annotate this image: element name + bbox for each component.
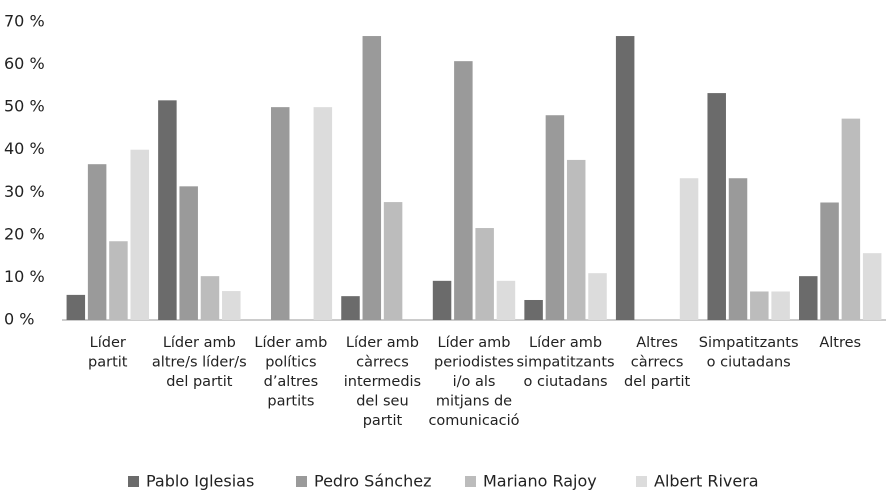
x-tick-label: Líder amb periodistes i/o als mitjans de com… (428, 335, 519, 429)
bar (820, 202, 839, 320)
bar (158, 100, 177, 321)
y-tick-label: 50 % (4, 97, 45, 116)
bar (383, 202, 403, 320)
y-tick-label: 10 % (4, 267, 45, 286)
bar (679, 178, 699, 320)
bar (130, 149, 149, 320)
y-tick-label: 30 % (4, 182, 45, 201)
bar (588, 273, 607, 320)
bar (200, 276, 220, 320)
bar (496, 280, 516, 320)
bar (841, 118, 861, 320)
legend-swatch (128, 476, 139, 487)
bar (454, 61, 473, 321)
legend-label: Pablo Iglesias (146, 472, 254, 491)
x-tick-label: Altres (819, 335, 861, 351)
bar (87, 164, 107, 320)
y-tick-label: 70 % (4, 12, 45, 31)
x-tick-label: Líder amb altre/s líder/s del partit (152, 335, 247, 390)
bar (566, 159, 586, 320)
x-tick-label: Líder amb polítics d’altres partits (254, 335, 327, 410)
x-tick-label: Altres càrrecs del partit (624, 335, 691, 390)
legend-label: Albert Rivera (654, 472, 759, 491)
bar (313, 107, 333, 321)
legend-label: Mariano Rajoy (483, 472, 597, 491)
bar (545, 115, 565, 320)
bar (475, 228, 494, 320)
bar (341, 296, 360, 320)
bar (222, 291, 241, 320)
bar (707, 93, 726, 320)
x-tick-label: Líder amb simpatitzants o ciutadans (516, 335, 614, 390)
x-tick-label: Líder partit (88, 335, 128, 371)
bar (615, 36, 635, 320)
bar (862, 253, 882, 320)
bar (179, 186, 198, 320)
bar (750, 291, 769, 320)
bar (799, 276, 818, 320)
bar (432, 280, 452, 320)
legend-swatch (636, 476, 647, 487)
y-tick-label: 60 % (4, 54, 45, 73)
y-tick-label: 20 % (4, 224, 45, 243)
x-tick-label: Líder amb càrrecs intermedis del seu partit (344, 335, 421, 429)
bar (771, 291, 790, 320)
legend-swatch (465, 476, 476, 487)
bar (270, 107, 290, 321)
bar (66, 294, 86, 320)
x-tick-label: Simpatitzants o ciutadans (699, 335, 799, 371)
y-tick-label: 40 % (4, 139, 45, 158)
bar (362, 36, 382, 320)
bar (728, 178, 748, 320)
legend-label: Pedro Sánchez (314, 472, 431, 491)
bar (524, 299, 543, 320)
bar (109, 241, 128, 320)
y-tick-label: 0 % (4, 310, 34, 329)
legend-swatch (296, 476, 307, 487)
